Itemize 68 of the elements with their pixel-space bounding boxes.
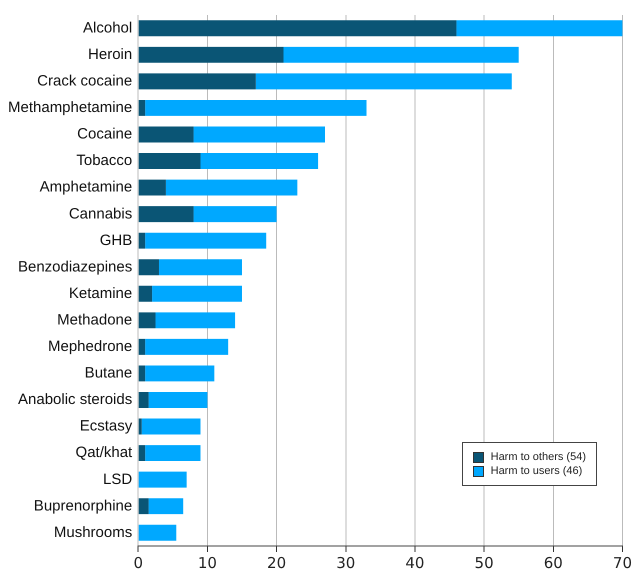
- bar: [194, 126, 326, 142]
- bar: [145, 445, 200, 462]
- y-tick-label: LSD: [103, 470, 132, 488]
- bar: [142, 418, 200, 434]
- bar: [138, 259, 159, 276]
- y-tick-label: Tobacco: [76, 152, 132, 170]
- bar: [138, 498, 149, 514]
- bar: [138, 73, 256, 90]
- x-tick-label: 0: [133, 554, 144, 572]
- y-tick-label: Ecstasy: [80, 418, 133, 435]
- bar: [284, 46, 519, 63]
- y-tick-label: Alcohol: [83, 19, 132, 36]
- bar: [456, 20, 622, 36]
- y-tick-label: Buprenorphine: [34, 497, 132, 514]
- y-tick-label: Anabolic steroids: [18, 391, 132, 408]
- y-tick-label: Butane: [84, 364, 132, 382]
- bar: [138, 392, 149, 408]
- bar: [138, 232, 146, 249]
- bar: [148, 498, 184, 514]
- bar: [145, 365, 214, 382]
- bar: [138, 46, 284, 63]
- bar: [138, 418, 142, 434]
- bar: [138, 472, 187, 488]
- y-tick-label: GHB: [100, 232, 132, 249]
- bar: [152, 286, 242, 302]
- bar: [145, 100, 367, 116]
- bar: [138, 20, 456, 36]
- y-tick-label: Mephedrone: [48, 338, 132, 356]
- bar: [138, 445, 146, 462]
- bar: [145, 338, 228, 355]
- x-tick-label: 10: [198, 554, 217, 572]
- bar: [138, 286, 152, 302]
- y-tick-label: Cannabis: [68, 205, 132, 222]
- y-tick-label: Mushrooms: [54, 524, 132, 541]
- bar: [158, 259, 242, 276]
- bar: [138, 153, 200, 169]
- bar: [138, 524, 176, 541]
- bar: [194, 206, 277, 222]
- bar: [138, 365, 146, 382]
- bar: [256, 73, 512, 90]
- y-tick-label: Cocaine: [77, 126, 132, 143]
- y-tick-label: Methadone: [57, 311, 132, 328]
- bar: [156, 312, 236, 328]
- y-tick-label: Ketamine: [68, 284, 132, 302]
- legend-label: Harm to others (54): [490, 451, 586, 463]
- y-tick-label: Amphetamine: [40, 178, 132, 196]
- bar: [200, 153, 318, 169]
- bar: [148, 392, 208, 408]
- bar: [138, 100, 146, 116]
- legend-label: Harm to users (46): [490, 465, 582, 477]
- x-tick-label: 40: [405, 554, 424, 572]
- bar: [138, 206, 194, 222]
- bar: [138, 312, 156, 328]
- bar: [138, 180, 166, 196]
- y-tick-label: Methamphetamine: [8, 99, 132, 116]
- x-tick-label: 50: [474, 554, 494, 572]
- x-tick-label: 20: [267, 554, 286, 572]
- x-tick-label: 70: [612, 554, 632, 572]
- bar: [138, 338, 146, 355]
- y-tick-label: Heroin: [88, 46, 132, 63]
- y-tick-label: Benzodiazepines: [18, 258, 132, 276]
- y-tick-label: Crack cocaine: [37, 72, 132, 90]
- bar: [138, 126, 194, 142]
- bar: [145, 232, 266, 249]
- x-tick-label: 60: [544, 554, 563, 572]
- x-tick-label: 30: [336, 554, 356, 572]
- bar: [166, 180, 298, 196]
- y-tick-label: Qat/khat: [76, 444, 134, 462]
